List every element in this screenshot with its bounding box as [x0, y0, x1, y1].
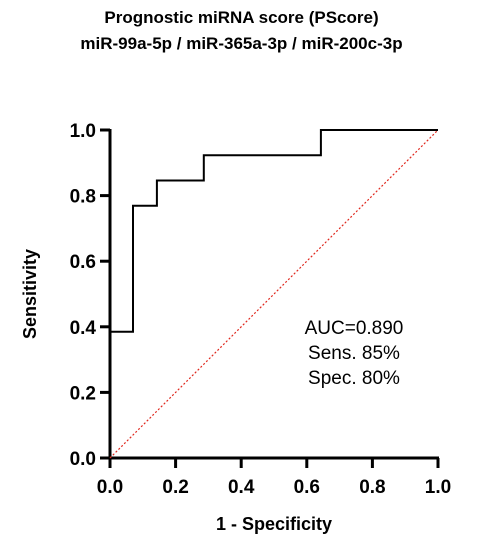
y-tick-label-1: 0.2 [70, 383, 96, 404]
x-tick-label-4: 0.8 [359, 477, 385, 498]
y-tick-label-5: 1.0 [70, 121, 96, 142]
y-tick-label-2: 0.4 [70, 318, 97, 339]
y-tick-label-0: 0.0 [70, 449, 96, 470]
x-tick-label-5: 1.0 [425, 477, 451, 498]
reference-diagonal-line [109, 129, 439, 459]
annotation-1: Sens. 85% [308, 343, 400, 364]
annotation-block: AUC=0.890 Sens. 85% Spec. 80% [305, 318, 404, 389]
x-tick-label-1: 0.2 [162, 477, 188, 498]
x-tick-label-3: 0.6 [294, 477, 320, 498]
chart-title: Prognostic miRNA score (PScore) [104, 8, 379, 27]
annotation-2: Spec. 80% [308, 368, 400, 389]
roc-curve [109, 129, 438, 458]
y-tick-label-3: 0.6 [70, 252, 96, 273]
x-axis-label: 1 - Specificity [216, 514, 332, 534]
tick-labels: 0.0 0.2 0.4 0.6 0.8 1.0 0.0 0.2 0.4 0.6 0.8 1.0 [70, 121, 452, 498]
chart-subtitle: miR-99a-5p / miR-365a-3p / miR-200c-3p [80, 34, 403, 53]
series-layer [109, 129, 439, 459]
x-tick-label-2: 0.4 [228, 477, 255, 498]
y-axis-label: Sensitivity [20, 249, 40, 339]
annotation-0: AUC=0.890 [305, 318, 404, 339]
y-tick-label-4: 0.8 [70, 187, 96, 208]
x-tick-label-0: 0.0 [97, 477, 123, 498]
